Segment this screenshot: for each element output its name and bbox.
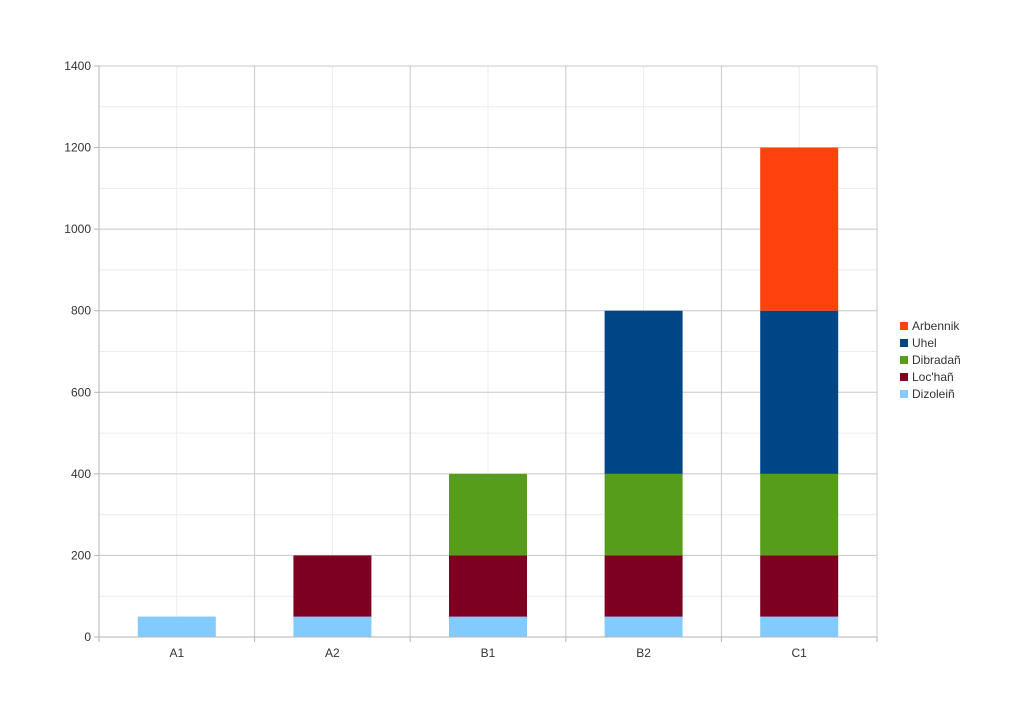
legend-swatch xyxy=(900,356,908,364)
y-tick-label: 0 xyxy=(84,630,91,644)
legend-label: Uhel xyxy=(912,336,937,350)
bar-segment xyxy=(449,555,527,617)
bar-segment xyxy=(760,147,839,311)
bar-segment xyxy=(604,555,683,617)
y-tick-label: 1200 xyxy=(64,141,91,155)
legend-label: Arbennik xyxy=(912,319,960,333)
bar-segment xyxy=(760,473,839,556)
legend-label: Loc'hañ xyxy=(912,370,954,384)
bar-segment xyxy=(760,555,839,617)
legend-swatch xyxy=(900,373,908,381)
x-tick-label: A2 xyxy=(325,646,340,660)
bar-segment xyxy=(760,310,839,474)
bar-segment xyxy=(604,310,683,474)
y-tick-label: 600 xyxy=(71,385,91,399)
x-tick-label: A1 xyxy=(169,646,184,660)
y-tick-label: 1400 xyxy=(64,59,91,73)
y-tick-label: 1000 xyxy=(64,222,91,236)
x-tick-label: B2 xyxy=(636,646,651,660)
x-tick-label: B1 xyxy=(481,646,496,660)
bar-segment xyxy=(449,473,527,556)
bar-segment xyxy=(604,616,683,637)
x-tick-label: C1 xyxy=(792,646,808,660)
bar-segment xyxy=(293,616,372,637)
legend-label: Dizoleiñ xyxy=(912,387,955,401)
y-tick-label: 400 xyxy=(71,467,91,481)
bar-stacks xyxy=(137,147,839,637)
legend-swatch xyxy=(900,339,908,347)
bar-segment xyxy=(760,616,839,637)
bar-segment xyxy=(293,555,372,617)
legend-swatch xyxy=(900,322,908,330)
legend-swatch xyxy=(900,390,908,398)
bar-segment xyxy=(449,616,527,637)
y-tick-label: 800 xyxy=(71,304,91,318)
legend: Arbennik Uhel Dibradañ Loc'hañ Dizoleiñ xyxy=(900,319,961,401)
axes: 0 200 400 600 800 1000 1200 1400 A1 A2 B1 B2 C1 xyxy=(64,59,878,660)
y-tick-label: 200 xyxy=(71,548,91,562)
bar-segment xyxy=(604,473,683,556)
legend-label: Dibradañ xyxy=(912,353,961,367)
bar-segment xyxy=(137,616,216,637)
